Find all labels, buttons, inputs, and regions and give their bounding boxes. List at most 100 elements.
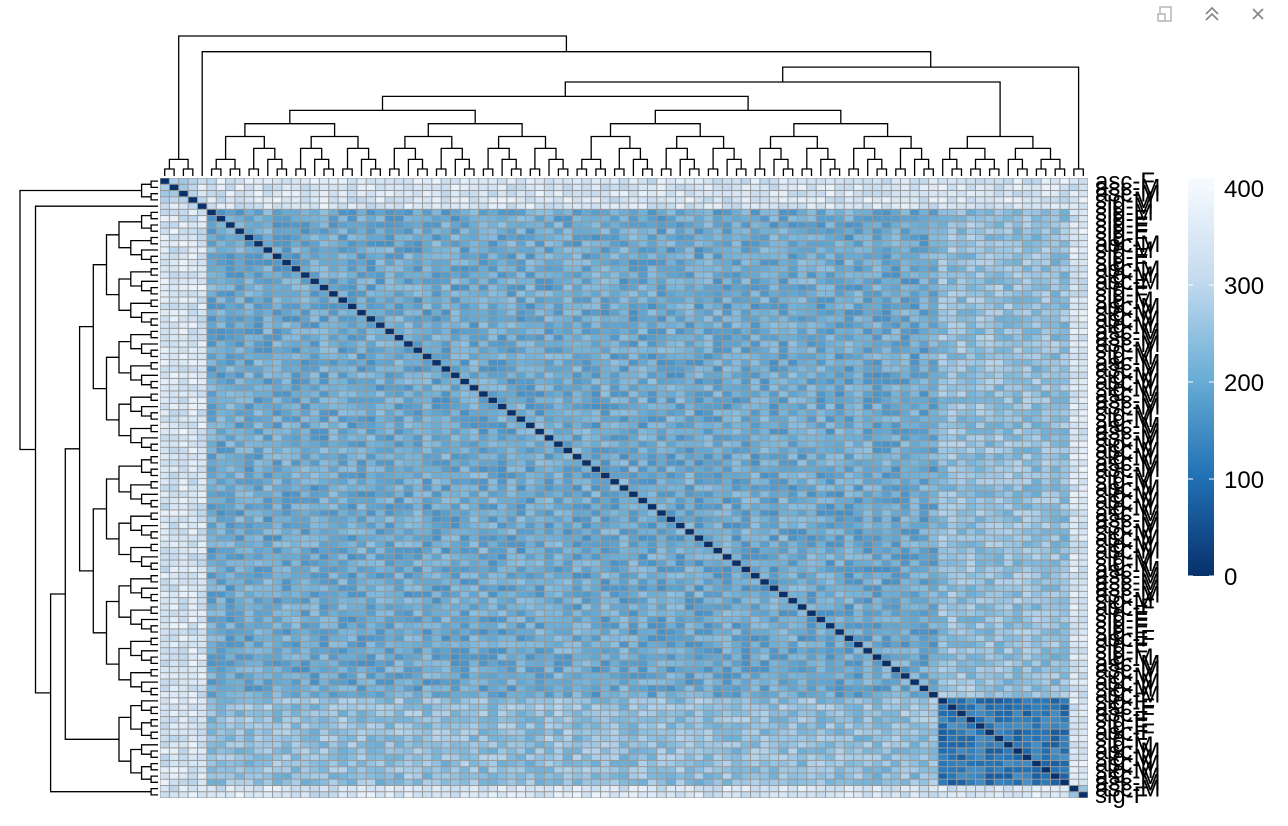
heatmap-cell — [451, 234, 460, 241]
dendrogram-branch — [150, 656, 158, 665]
dendrogram-branch — [618, 147, 642, 169]
heatmap-cell — [769, 253, 779, 259]
heatmap-cell — [497, 297, 507, 303]
heatmap-cell — [1013, 378, 1022, 385]
heatmap-cell — [544, 429, 554, 435]
heatmap-cell — [601, 372, 610, 378]
heatmap-cell — [966, 416, 976, 422]
heatmap-cell — [366, 241, 376, 247]
heatmap-cell — [347, 197, 357, 203]
heatmap-cell — [901, 234, 910, 241]
collapse-icon[interactable] — [1200, 2, 1224, 26]
heatmap-cell — [1013, 347, 1022, 353]
heatmap-cell — [572, 184, 582, 191]
heatmap-cell — [479, 297, 488, 303]
heatmap-cell — [601, 322, 610, 328]
heatmap-cell — [854, 360, 863, 366]
heatmap-cell — [479, 197, 488, 203]
heatmap-cell — [432, 347, 441, 353]
heatmap-cell — [966, 253, 976, 259]
heatmap-cell — [263, 416, 272, 422]
heatmap-cell — [282, 341, 291, 347]
heatmap-cell — [722, 297, 732, 303]
heatmap-cell — [610, 460, 619, 466]
heatmap-cell — [254, 429, 263, 435]
heatmap-cell — [310, 366, 319, 372]
heatmap-cell — [554, 197, 563, 203]
heatmap-cell — [629, 335, 638, 341]
heatmap-cell — [835, 397, 844, 403]
heatmap-cell — [919, 435, 929, 441]
heatmap-cell — [357, 366, 366, 372]
dendrogram-branch — [118, 340, 131, 374]
heatmap-cell — [1022, 191, 1032, 197]
heatmap-cell — [469, 397, 479, 403]
heatmap-cell — [535, 410, 544, 416]
heatmap-cell — [779, 310, 788, 316]
heatmap-cell — [488, 272, 497, 278]
heatmap-cell — [872, 416, 882, 422]
heatmap-cell — [357, 416, 366, 422]
heatmap-cell — [207, 197, 216, 203]
heatmap-cell — [526, 247, 535, 253]
heatmap-cell — [207, 447, 216, 454]
heatmap-cell — [957, 322, 966, 328]
heatmap-cell — [666, 191, 676, 197]
heatmap-cell — [216, 291, 226, 297]
close-icon[interactable] — [1246, 2, 1270, 26]
heatmap-cell — [732, 278, 741, 284]
heatmap-cell — [722, 335, 732, 341]
dendrogram-branch — [150, 380, 158, 389]
heatmap-cell — [479, 372, 488, 378]
heatmap-cell — [601, 435, 610, 441]
heatmap-cell — [1079, 435, 1088, 441]
heatmap-cell — [301, 372, 310, 378]
heatmap-cell — [469, 216, 479, 222]
heatmap-cell — [310, 403, 319, 410]
heatmap-cell — [329, 216, 338, 222]
popout-icon[interactable] — [1154, 2, 1178, 26]
heatmap-cell — [844, 209, 854, 216]
heatmap-cell — [647, 447, 657, 454]
dendrogram-branch — [482, 168, 494, 176]
dendrogram-branch — [140, 280, 158, 292]
heatmap-cell — [188, 316, 197, 322]
heatmap-cell — [497, 341, 507, 347]
heatmap-cell — [882, 335, 891, 341]
heatmap-cell — [713, 209, 722, 216]
heatmap-cell — [732, 272, 741, 278]
heatmap-cell — [582, 310, 591, 316]
heatmap-cell — [535, 297, 544, 303]
heatmap-cell — [469, 347, 479, 353]
heatmap-cell — [769, 397, 779, 403]
heatmap-cell — [254, 441, 263, 447]
heatmap-cell — [526, 385, 535, 391]
heatmap-cell — [469, 284, 479, 291]
heatmap-cell — [563, 385, 572, 391]
heatmap-cell — [685, 222, 694, 228]
heatmap-cell — [207, 266, 216, 272]
heatmap-cell — [647, 422, 657, 428]
heatmap-cell — [901, 203, 910, 209]
heatmap-cell — [722, 416, 732, 422]
heatmap-cell — [619, 284, 629, 291]
heatmap-cell — [357, 397, 366, 403]
heatmap-cell — [366, 460, 376, 466]
heatmap-cell — [404, 466, 413, 472]
heatmap-cell — [985, 372, 994, 378]
heatmap-cell — [769, 366, 779, 372]
heatmap-cell — [732, 253, 741, 259]
heatmap-cell — [1069, 447, 1079, 454]
heatmap-cell — [947, 184, 957, 191]
heatmap-cell — [610, 466, 619, 472]
heatmap-cell — [422, 385, 432, 391]
heatmap-cell — [301, 191, 310, 197]
heatmap-cell — [535, 253, 544, 259]
heatmap-cell — [807, 447, 816, 454]
dendrogram-branch — [140, 618, 158, 630]
heatmap-cell — [985, 284, 994, 291]
dendrogram-branch — [92, 264, 107, 390]
heatmap-cell — [497, 303, 507, 310]
heatmap-cell — [779, 272, 788, 278]
heatmap-cell — [976, 191, 985, 197]
